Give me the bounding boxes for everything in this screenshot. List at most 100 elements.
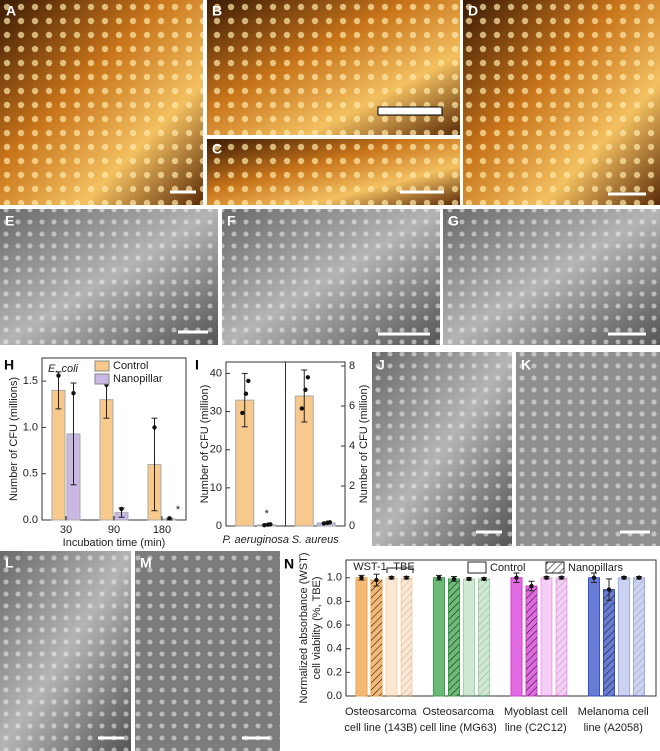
sem-texture xyxy=(135,551,280,751)
data-point xyxy=(240,410,245,416)
bar-hatch xyxy=(371,580,382,696)
bar-hatch xyxy=(478,578,490,696)
y2-tick-label: 0 xyxy=(349,520,355,532)
error-bar xyxy=(301,369,308,423)
sem-texture xyxy=(443,209,660,345)
y-tick-label: 0.2 xyxy=(327,666,342,678)
data-point xyxy=(481,576,487,582)
chart-letter: I xyxy=(195,357,199,373)
y-tick-label: 0.4 xyxy=(327,643,342,655)
plot-frame xyxy=(345,559,657,697)
annotation: * xyxy=(265,508,270,520)
bracket xyxy=(386,567,414,573)
data-point xyxy=(359,575,364,580)
panel-letter: C xyxy=(212,141,222,157)
sem-texture xyxy=(516,352,660,546)
data-point xyxy=(374,577,379,583)
data-point xyxy=(262,523,267,528)
chart-letter: N xyxy=(284,556,294,572)
y2-tick-label: 2 xyxy=(349,480,355,492)
data-point xyxy=(119,506,124,512)
legend-swatch xyxy=(94,360,110,372)
legend-label: Control xyxy=(490,562,525,574)
group-label: WST-1 xyxy=(353,561,387,573)
chart-title: E. coli xyxy=(48,363,79,375)
bar xyxy=(618,577,630,697)
x-tick-label: 30 xyxy=(60,524,72,536)
y-tick-label: 40 xyxy=(210,367,222,379)
data-point xyxy=(246,378,251,384)
data-point xyxy=(243,391,249,396)
y-tick-label: 0 xyxy=(216,520,222,532)
error-bar xyxy=(241,372,248,428)
bar xyxy=(588,577,600,697)
y-tick-label: 0.5 xyxy=(23,468,38,480)
panel-letter: J xyxy=(377,357,385,373)
y-tick-label: 0.8 xyxy=(327,595,342,607)
panel-letter: E xyxy=(5,213,14,229)
panel-letter: L xyxy=(5,555,14,571)
data-point xyxy=(636,575,642,580)
data-point xyxy=(466,576,472,582)
data-point xyxy=(404,575,409,580)
bar xyxy=(463,578,475,697)
data-point xyxy=(152,425,157,430)
y-axis-label: cell viability (%, TBE) xyxy=(311,576,323,679)
x-tick-label: S. aureus xyxy=(292,534,340,546)
data-point xyxy=(591,575,597,580)
bar-hatch xyxy=(556,577,567,696)
sem-texture xyxy=(0,551,131,751)
x-axis-label: Incubation time (min) xyxy=(63,537,166,549)
legend-swatch xyxy=(545,561,565,574)
data-point xyxy=(389,575,394,580)
data-point xyxy=(544,575,549,580)
panel-letter: F xyxy=(227,213,236,229)
legend-label: Control xyxy=(113,360,148,372)
legend-swatch xyxy=(94,373,110,385)
x-tick-label: P. aeruginosa xyxy=(223,534,289,546)
chart-letter: H xyxy=(4,357,14,373)
data-point xyxy=(303,387,308,392)
bar xyxy=(51,389,66,521)
data-point xyxy=(268,522,273,527)
panel-letter: M xyxy=(140,555,152,571)
bar-hatch xyxy=(526,586,537,696)
y2-tick-label: 8 xyxy=(349,360,355,372)
bar xyxy=(355,577,368,697)
panel-letter: A xyxy=(6,3,16,19)
y-tick-label: 1.5 xyxy=(23,375,38,387)
bar-hatch xyxy=(401,577,412,696)
x-tick-label: 90 xyxy=(108,524,120,536)
error-bar xyxy=(70,382,77,486)
sem-texture xyxy=(372,352,512,546)
data-point xyxy=(514,575,519,580)
category-label: cell line (MG63) xyxy=(420,722,497,734)
y-tick-label: 1.0 xyxy=(23,421,38,433)
panel-letter: G xyxy=(448,213,459,229)
y-tick-label: 30 xyxy=(210,405,222,417)
bar-hatch xyxy=(603,589,615,696)
data-point xyxy=(621,575,627,580)
sem-texture xyxy=(222,209,440,345)
y-axis-label: Number of CFU (million) xyxy=(199,385,211,504)
data-point xyxy=(56,373,61,378)
data-point xyxy=(559,575,564,580)
y-axis-label: Normalized absorbance (WST) xyxy=(298,553,310,704)
data-point xyxy=(167,516,172,521)
sem-texture xyxy=(0,209,218,345)
bar-hatch xyxy=(633,577,645,696)
category-label: Osteosarcoma xyxy=(345,706,417,718)
data-point xyxy=(451,576,457,582)
y-tick-label: 20 xyxy=(210,444,222,456)
y-tick-label: 10 xyxy=(210,482,222,494)
bar xyxy=(433,577,445,697)
bar xyxy=(540,577,553,697)
bar-hatch xyxy=(448,578,460,696)
panel-letter: D xyxy=(468,3,478,19)
data-point xyxy=(529,583,534,589)
y2-axis-label: Number of CFU (million) xyxy=(358,385,370,504)
legend-label: Nanopillars xyxy=(568,562,624,574)
bar xyxy=(510,577,523,697)
error-bar xyxy=(151,417,158,512)
